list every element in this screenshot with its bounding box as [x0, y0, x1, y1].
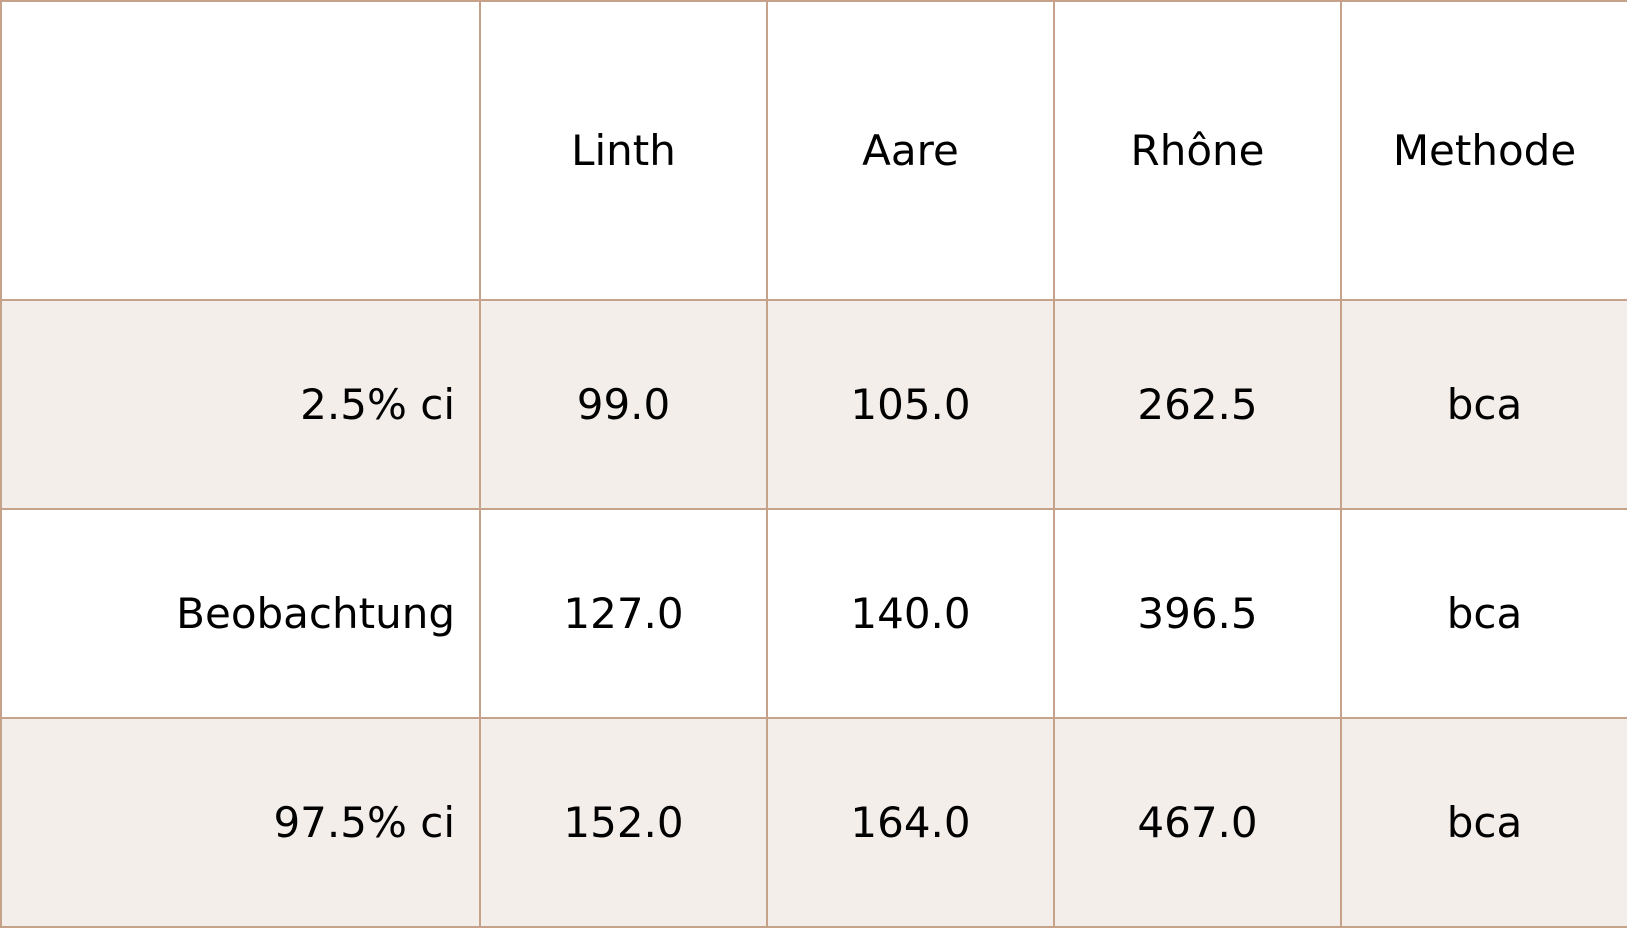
header-cell-empty: [0, 0, 481, 301]
table-row: Beobachtung 127.0 140.0 396.5 bca: [0, 508, 1627, 719]
table-row: 97.5% ci 152.0 164.0 467.0 bca: [0, 717, 1627, 928]
row-label: 97.5% ci: [0, 717, 481, 928]
table-cell: 140.0: [766, 508, 1055, 719]
table-cell: 262.5: [1053, 299, 1342, 510]
header-cell-linth: Linth: [479, 0, 768, 301]
table-cell: 127.0: [479, 508, 768, 719]
table-cell: 467.0: [1053, 717, 1342, 928]
table-cell: 164.0: [766, 717, 1055, 928]
table-cell: bca: [1340, 299, 1627, 510]
table-row: 2.5% ci 99.0 105.0 262.5 bca: [0, 299, 1627, 510]
row-label: Beobachtung: [0, 508, 481, 719]
header-cell-rhone: Rhône: [1053, 0, 1342, 301]
table-cell: 105.0: [766, 299, 1055, 510]
table-cell: 99.0: [479, 299, 768, 510]
table-cell: 152.0: [479, 717, 768, 928]
header-cell-methode: Methode: [1340, 0, 1627, 301]
table-cell: 396.5: [1053, 508, 1342, 719]
table-cell: bca: [1340, 717, 1627, 928]
header-row: Linth Aare Rhône Methode: [0, 0, 1627, 301]
header-cell-aare: Aare: [766, 0, 1055, 301]
row-label: 2.5% ci: [0, 299, 481, 510]
table-cell: bca: [1340, 508, 1627, 719]
